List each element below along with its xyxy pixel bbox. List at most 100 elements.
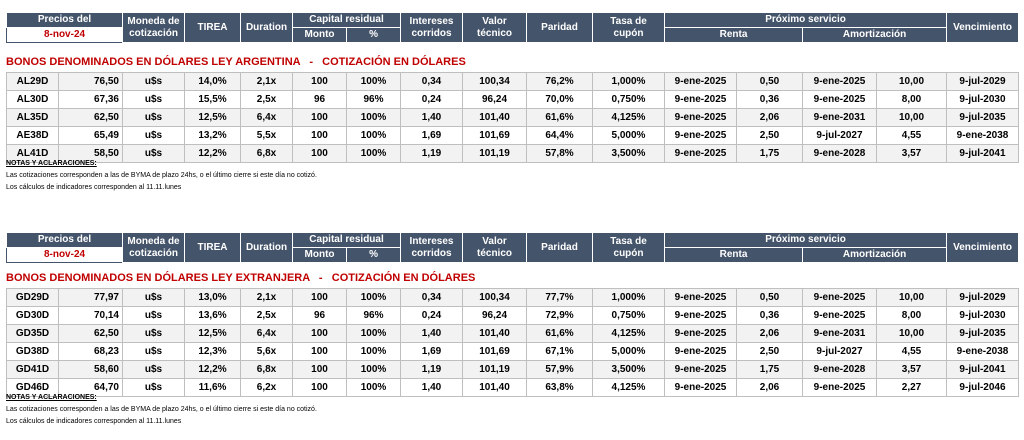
- cell-vencimiento: 9-jul-2035: [946, 108, 1019, 127]
- cell-duration: 5,5x: [240, 126, 293, 145]
- table-row: GD41D 58,60 u$s 12,2% 6,8x 100 100% 1,19 101,19 5…: [6, 360, 1019, 379]
- cell-monto: 100: [292, 108, 347, 127]
- cell-renta-monto: 2,50: [736, 342, 803, 361]
- cell-renta-monto: 2,06: [736, 324, 803, 343]
- cell-amort-fecha: 9-ene-2025: [802, 90, 877, 109]
- cell-renta-fecha: 9-ene-2025: [664, 378, 737, 397]
- cell-tasa-cupon: 4,125%: [592, 378, 665, 397]
- notes-heading: NOTAS Y ACLARACIONES:: [6, 160, 97, 167]
- cell-renta-monto: 2,06: [736, 378, 803, 397]
- cell-monto: 100: [292, 288, 347, 307]
- cell-moneda: u$s: [122, 126, 185, 145]
- cell-valor-tecnico: 101,40: [462, 324, 527, 343]
- header-vencimiento: Vencimiento: [946, 232, 1020, 263]
- header-paridad: Paridad: [526, 232, 594, 263]
- cell-monto: 100: [292, 324, 347, 343]
- header-valor-tecnico: Valor técnico: [462, 12, 528, 43]
- cell-capital-pct: 100%: [346, 324, 401, 343]
- cell-valor-tecnico: 100,34: [462, 288, 527, 307]
- cell-precio: 68,23: [58, 342, 123, 361]
- cell-precio: 58,50: [58, 144, 123, 163]
- cell-vencimiento: 9-ene-2038: [946, 126, 1019, 145]
- cell-paridad: 61,6%: [526, 108, 593, 127]
- cell-amort-monto: 3,57: [876, 360, 947, 379]
- cell-intereses: 1,19: [400, 144, 463, 163]
- cell-capital-pct: 100%: [346, 144, 401, 163]
- cell-renta-monto: 0,50: [736, 72, 803, 91]
- cell-renta-fecha: 9-ene-2025: [664, 342, 737, 361]
- notes-line-1: Las cotizaciones corresponden a las de B…: [6, 172, 317, 179]
- cell-duration: 2,1x: [240, 72, 293, 91]
- cell-renta-fecha: 9-ene-2025: [664, 324, 737, 343]
- header-proximo-servicio: Próximo servicio: [664, 232, 948, 248]
- header-block-ley-argentina: Precios del Moneda de cotización TIREA Du…: [5, 12, 1020, 43]
- cell-tirea: 12,5%: [184, 324, 241, 343]
- table-row: AL41D 58,50 u$s 12,2% 6,8x 100 100% 1,19 101,19 5…: [6, 144, 1019, 163]
- cell-tirea: 13,6%: [184, 306, 241, 325]
- section-title-ley-argentina: BONOS DENOMINADOS EN DÓLARES LEY ARGENTI…: [6, 56, 466, 68]
- notes-heading: NOTAS Y ACLARACIONES:: [6, 394, 97, 401]
- cell-intereses: 1,19: [400, 360, 463, 379]
- cell-precio: 62,50: [58, 108, 123, 127]
- cell-paridad: 76,2%: [526, 72, 593, 91]
- header-monto: Monto: [292, 247, 348, 263]
- cell-tirea: 12,2%: [184, 360, 241, 379]
- cell-tirea: 12,5%: [184, 108, 241, 127]
- cell-ticker: GD29D: [6, 288, 59, 307]
- cell-tirea: 15,5%: [184, 90, 241, 109]
- cell-valor-tecnico: 96,24: [462, 90, 527, 109]
- header-tirea: TIREA: [184, 232, 242, 263]
- cell-duration: 2,1x: [240, 288, 293, 307]
- cell-moneda: u$s: [122, 288, 185, 307]
- cell-intereses: 1,40: [400, 378, 463, 397]
- cell-monto: 100: [292, 126, 347, 145]
- cell-amort-fecha: 9-ene-2025: [802, 288, 877, 307]
- cell-valor-tecnico: 101,40: [462, 378, 527, 397]
- cell-amort-monto: 10,00: [876, 72, 947, 91]
- cell-monto: 96: [292, 90, 347, 109]
- cell-moneda: u$s: [122, 342, 185, 361]
- notes-block-ley-argentina: NOTAS Y ACLARACIONES: Las cotizaciones c…: [6, 158, 317, 194]
- cell-intereses: 0,34: [400, 288, 463, 307]
- cell-monto: 100: [292, 378, 347, 397]
- cell-intereses: 0,24: [400, 306, 463, 325]
- cell-renta-fecha: 9-ene-2025: [664, 306, 737, 325]
- cell-renta-monto: 2,06: [736, 108, 803, 127]
- cell-precio: 62,50: [58, 324, 123, 343]
- cell-capital-pct: 100%: [346, 342, 401, 361]
- cell-tirea: 13,2%: [184, 126, 241, 145]
- cell-moneda: u$s: [122, 378, 185, 397]
- header-pct: %: [346, 27, 402, 43]
- cell-amort-monto: 10,00: [876, 108, 947, 127]
- cell-monto: 96: [292, 306, 347, 325]
- cell-duration: 6,8x: [240, 360, 293, 379]
- cell-paridad: 72,9%: [526, 306, 593, 325]
- table-row: GD46D 64,70 u$s 11,6% 6,2x 100 100% 1,40 101,40 6…: [6, 378, 1019, 397]
- cell-vencimiento: 9-jul-2041: [946, 360, 1019, 379]
- cell-vencimiento: 9-jul-2029: [946, 288, 1019, 307]
- cell-amort-monto: 10,00: [876, 324, 947, 343]
- header-renta: Renta: [664, 27, 804, 43]
- cell-paridad: 70,0%: [526, 90, 593, 109]
- table-row: AL35D 62,50 u$s 12,5% 6,4x 100 100% 1,40 101,40 6…: [6, 108, 1019, 127]
- cell-ticker: AL35D: [6, 108, 59, 127]
- cell-renta-monto: 0,36: [736, 306, 803, 325]
- notes-line-2: Los cálculos de indicadores corresponden…: [6, 418, 182, 425]
- cell-duration: 6,4x: [240, 324, 293, 343]
- cell-valor-tecnico: 101,69: [462, 342, 527, 361]
- cell-capital-pct: 100%: [346, 360, 401, 379]
- cell-paridad: 63,8%: [526, 378, 593, 397]
- cell-tirea: 13,0%: [184, 288, 241, 307]
- bond-table-ley-argentina: AL29D 76,50 u$s 14,0% 2,1x 100 100% 0,34 100,34 7…: [6, 72, 1019, 163]
- cell-moneda: u$s: [122, 144, 185, 163]
- cell-tirea: 12,2%: [184, 144, 241, 163]
- header-precios-del: Precios del: [5, 12, 124, 28]
- cell-moneda: u$s: [122, 360, 185, 379]
- cell-intereses: 0,34: [400, 72, 463, 91]
- cell-amort-fecha: 9-ene-2031: [802, 324, 877, 343]
- cell-renta-monto: 2,50: [736, 126, 803, 145]
- cell-intereses: 0,24: [400, 90, 463, 109]
- cell-vencimiento: 9-ene-2038: [946, 342, 1019, 361]
- cell-paridad: 67,1%: [526, 342, 593, 361]
- cell-tasa-cupon: 4,125%: [592, 108, 665, 127]
